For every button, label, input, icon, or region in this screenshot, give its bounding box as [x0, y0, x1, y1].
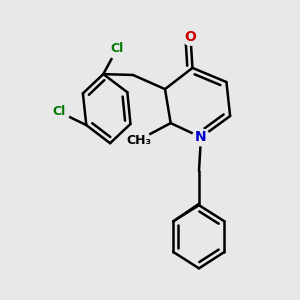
Circle shape	[107, 37, 128, 59]
Text: N: N	[195, 130, 207, 144]
Text: Cl: Cl	[52, 105, 65, 118]
Circle shape	[48, 101, 70, 122]
Text: Cl: Cl	[111, 42, 124, 55]
Circle shape	[128, 129, 150, 152]
Text: O: O	[184, 30, 196, 44]
Text: CH₃: CH₃	[126, 134, 151, 147]
Circle shape	[182, 28, 199, 45]
Circle shape	[193, 129, 209, 146]
